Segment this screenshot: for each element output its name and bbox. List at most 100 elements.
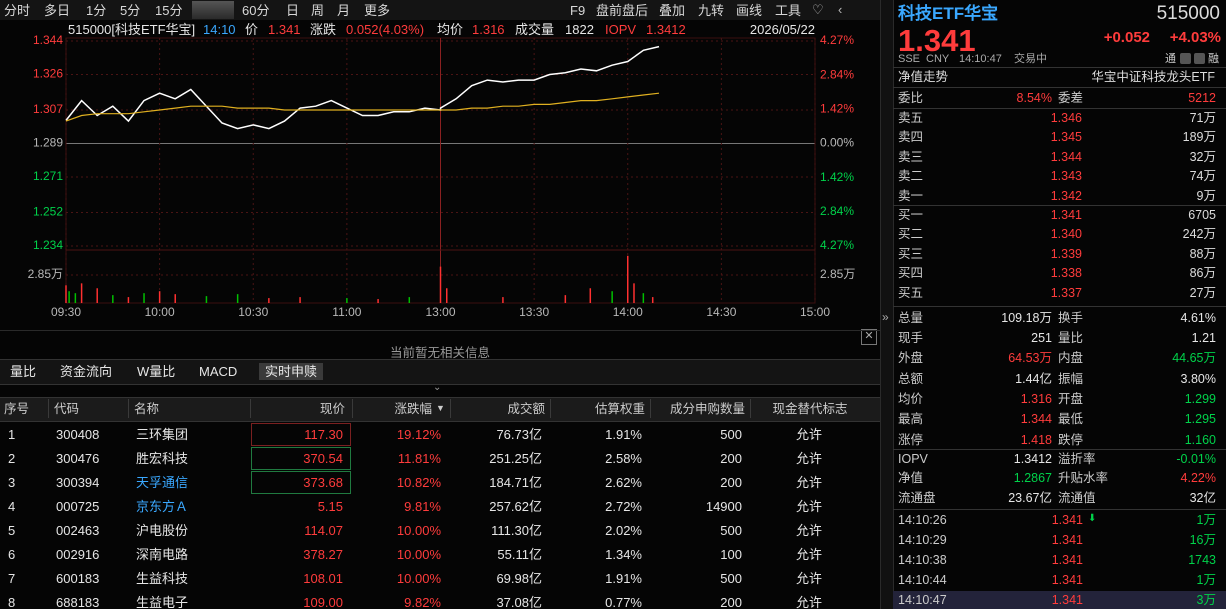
stat-label: 溢折率 [1058, 451, 1096, 466]
column-header[interactable]: 名称 [134, 401, 160, 416]
close-icon[interactable]: ✕ [861, 329, 877, 345]
y-tick-label: 1.344 [33, 33, 63, 47]
stat-label: 最高 [898, 412, 924, 427]
table-cell: 9.82% [404, 594, 441, 609]
collapse-icon[interactable]: ⌄ [433, 382, 442, 393]
stat-value: 1.418 [1020, 432, 1052, 447]
toolbar-button[interactable]: 分时 [4, 2, 31, 18]
column-header[interactable]: 代码 [54, 401, 80, 416]
chart-header-item: 14:10 [203, 21, 236, 37]
column-divider [450, 399, 451, 418]
toolbar-button[interactable]: 盘前盘后 [596, 2, 649, 18]
table-cell: 600183 [56, 570, 100, 586]
order-level: 买二 [898, 227, 924, 242]
expand-icon[interactable]: » [882, 310, 889, 324]
table-cell: 生益电子 [136, 594, 189, 609]
toolbar-button[interactable]: 15分 [155, 2, 183, 18]
stat-value: 1.299 [1184, 391, 1216, 406]
table-cell: 胜宏科技 [136, 450, 189, 466]
table-cell: 19.12% [396, 426, 441, 442]
table-cell: 允许 [795, 522, 823, 538]
toolbar-button[interactable]: 1分 [86, 2, 107, 18]
y2-tick-label: 4.27% [820, 33, 854, 47]
toolbar-button[interactable]: 5分 [120, 2, 141, 18]
toolbar-button[interactable]: 月 [337, 2, 351, 18]
section-line [893, 108, 1226, 109]
toolbar-button[interactable]: 多日 [44, 2, 71, 18]
quote-meta: 交易中 [1014, 52, 1047, 65]
stat-label: 均价 [898, 391, 924, 406]
column-header[interactable]: 序号 [4, 401, 30, 416]
x-tick-label: 14:00 [613, 305, 643, 319]
y-tick-label: 1.307 [33, 102, 63, 116]
price-line [65, 45, 660, 130]
table-cell: 3 [8, 474, 16, 490]
table-cell: 55.11亿 [497, 546, 542, 562]
down-arrow: ⬇ [1088, 513, 1097, 524]
tab[interactable]: 资金流向 [60, 363, 113, 379]
thumbnail [192, 1, 234, 19]
toolbar-button[interactable]: 九转 [698, 2, 725, 18]
column-header[interactable]: 现金替代标志 [772, 401, 848, 416]
table-cell: 允许 [795, 498, 823, 514]
table-cell: 允许 [795, 546, 823, 562]
x-tick-label: 13:30 [519, 305, 549, 319]
toolbar-button[interactable]: 叠加 [659, 2, 686, 18]
toolbar-button[interactable]: 周 [311, 2, 325, 18]
order-price: 1.337 [1050, 285, 1082, 300]
column-header[interactable]: 估算权重 [594, 401, 645, 416]
stat-label: 总额 [898, 371, 924, 386]
favorite-icon[interactable]: ♡ [812, 2, 824, 17]
toolbar-button[interactable]: 日 [286, 2, 300, 18]
chart-header-item: 涨跌 [310, 21, 337, 37]
table-cell: 257.62亿 [489, 498, 542, 514]
table-cell: 1.91% [605, 426, 642, 442]
x-tick-label: 11:00 [332, 305, 361, 319]
stat-value: 4.22% [1180, 471, 1216, 486]
nav-trend-link[interactable]: 净值走势 [898, 69, 949, 84]
y-tick-label: 1.234 [33, 238, 63, 252]
tab[interactable]: MACD [199, 363, 238, 379]
order-volume: 9万 [1196, 188, 1216, 203]
trade-volume: 1万 [1196, 512, 1216, 527]
table-cell: 11.81% [397, 450, 441, 466]
tab[interactable]: W量比 [137, 363, 176, 379]
column-header[interactable]: 涨跌幅 [394, 401, 432, 416]
chart-header-item: 成交量 [515, 21, 555, 37]
panel-divider [880, 0, 894, 609]
order-level: 卖一 [898, 188, 924, 203]
price-highlight [251, 423, 351, 446]
column-divider [650, 399, 651, 418]
x-tick-label: 13:00 [425, 305, 455, 319]
order-diff: 5212 [1188, 90, 1216, 105]
tab[interactable]: 量比 [10, 363, 37, 379]
stat-value: -0.01% [1176, 451, 1216, 466]
column-header[interactable]: 成交额 [507, 401, 545, 416]
chart-header-item: 1.316 [472, 21, 505, 37]
back-icon[interactable]: ‹ [838, 2, 843, 17]
toolbar-button[interactable]: 更多 [364, 2, 391, 18]
toolbar-button[interactable]: 60分 [242, 2, 270, 18]
chart-header-item: 515000[科技ETF华宝] [68, 21, 196, 37]
y2-tick-label: 4.27% [820, 238, 854, 252]
stat-label: 流通值 [1058, 490, 1096, 505]
toolbar-button[interactable]: 工具 [775, 2, 802, 18]
column-header[interactable]: 成分申购数量 [669, 401, 745, 416]
table-cell: 三环集团 [136, 426, 189, 442]
table-cell: 200 [720, 450, 742, 466]
table-cell: 37.08亿 [496, 594, 542, 609]
order-level: 买三 [898, 246, 924, 261]
price-change: +0.052 [1103, 28, 1150, 46]
table-cell: 允许 [795, 570, 823, 586]
toolbar-button[interactable]: 画线 [736, 2, 763, 18]
tab[interactable]: 实时申赎 [259, 362, 324, 380]
order-volume: 74万 [1189, 169, 1216, 184]
column-header[interactable]: 现价 [319, 401, 345, 416]
section-line [893, 449, 1226, 450]
chart-header-item: 均价 [437, 21, 464, 37]
toolbar-button[interactable]: F9 [570, 2, 586, 18]
notice-clip: 当前暂无相关信息 [0, 330, 880, 359]
order-volume: 189万 [1182, 130, 1216, 145]
column-divider [250, 399, 251, 418]
x-tick-label: 14:30 [706, 305, 736, 319]
